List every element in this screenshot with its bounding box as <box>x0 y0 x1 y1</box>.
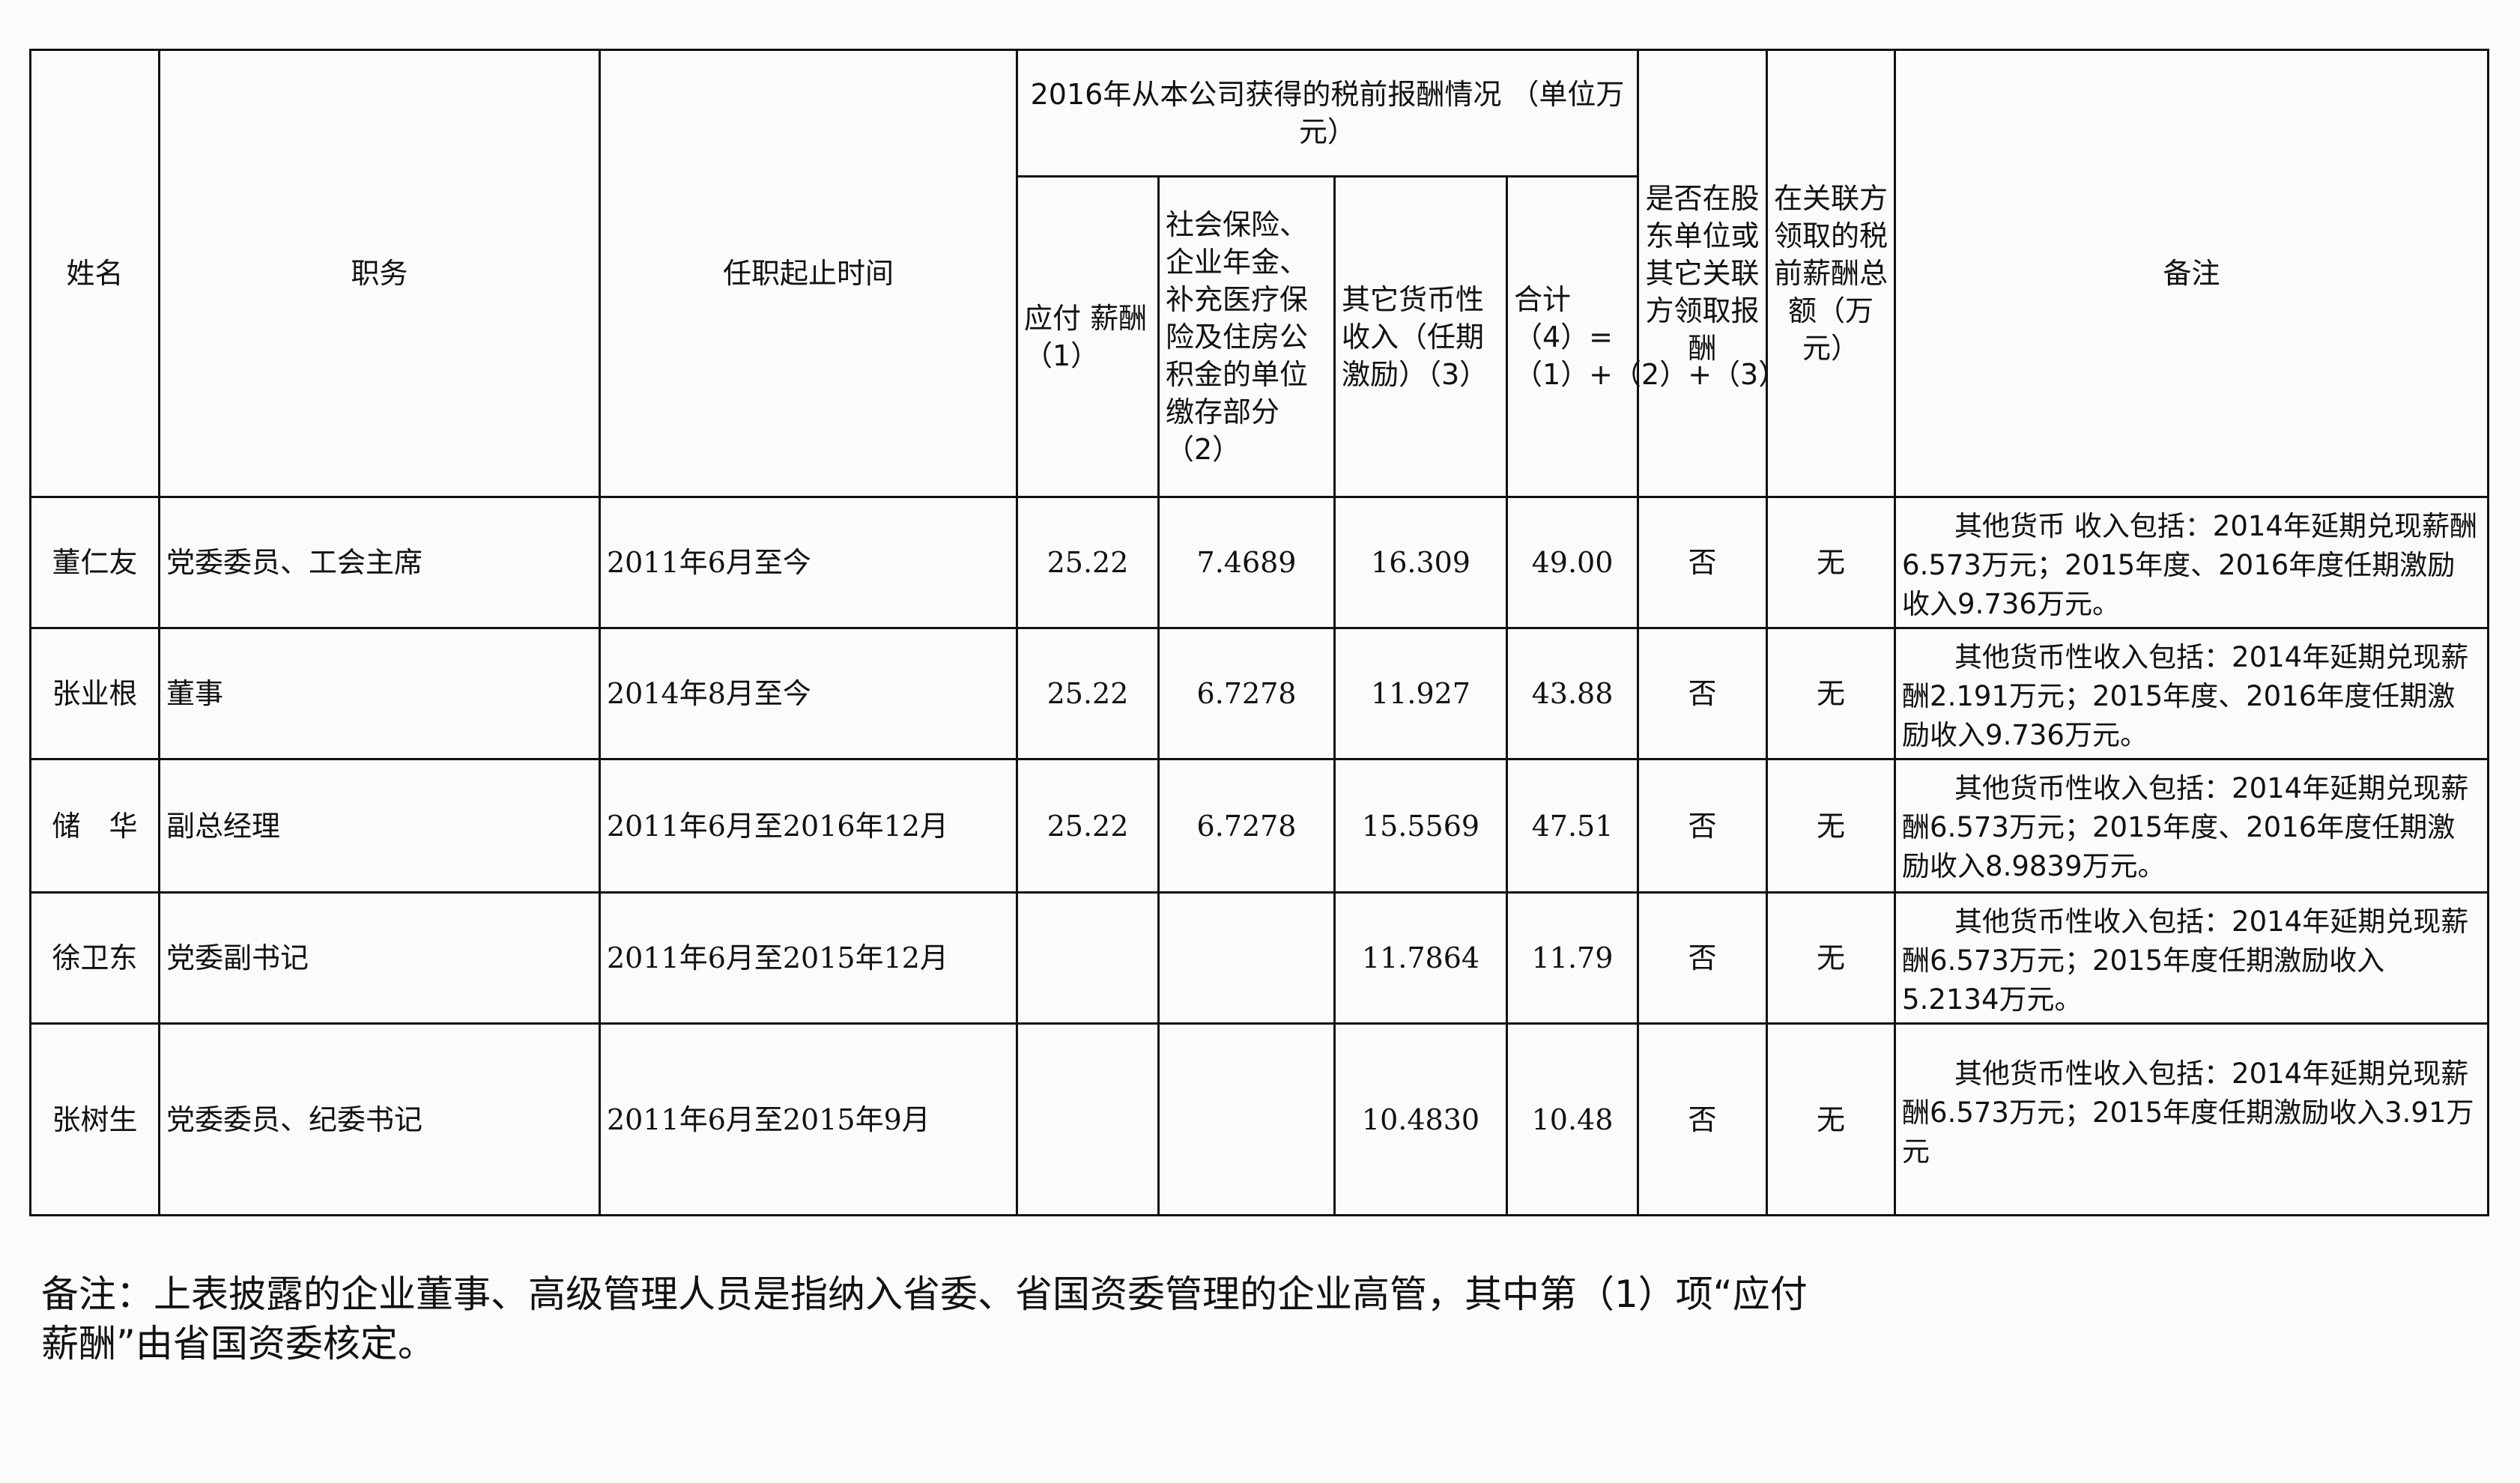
cell-payable: 25.22 <box>1016 496 1160 629</box>
table-row: 张树生 党委委员、纪委书记 2011年6月至2015年9月 10.4830 10.48 否… <box>29 1022 2490 1216</box>
table-row: 徐卫东 党委副书记 2011年6月至2015年12月 11.7864 11.79 否无其他… <box>29 891 2490 1025</box>
cell-name: 张业根 <box>29 627 160 760</box>
cell-total: 49.00 <box>1505 496 1640 629</box>
cell-position: 党委委员、纪委书记 <box>158 1022 601 1216</box>
cell-payable <box>1016 1022 1160 1216</box>
cell-other: 15.5569 <box>1333 758 1508 894</box>
cell-total: 11.79 <box>1505 891 1640 1025</box>
cell-shareholder: 否 <box>1637 758 1769 894</box>
table-row: 董仁友 党委委员、工会主席 2011年6月至今 25.22 7.4689 16.309 49… <box>29 496 2490 629</box>
remarks-text: 其他货币性收入包括：2014年延期兑现薪酬6.573万元；2015年度任期激励收… <box>1902 1058 2474 1168</box>
header-name: 姓名 <box>29 49 160 498</box>
cell-remarks: 其他货币性收入包括：2014年延期兑现薪酬6.573万元；2015年度任期激励收… <box>1894 1022 2490 1216</box>
header-remarks: 备注 <box>1894 49 2490 498</box>
cell-remarks: 其他货币 收入包括：2014年延期兑现薪酬6.573万元；2015年度、2016… <box>1894 496 2490 629</box>
cell-payable: 25.22 <box>1016 758 1160 894</box>
cell-term: 2011年6月至2015年12月 <box>599 891 1018 1025</box>
remarks-text: 其他货币性收入包括：2014年延期兑现薪酬2.191万元；2015年度、2016… <box>1902 641 2469 751</box>
cell-other: 11.7864 <box>1333 891 1508 1025</box>
cell-related: 无 <box>1766 627 1897 760</box>
cell-term: 2014年8月至今 <box>599 627 1018 760</box>
cell-name: 董仁友 <box>29 496 160 629</box>
cell-social <box>1157 1022 1336 1216</box>
cell-name: 徐卫东 <box>29 891 160 1025</box>
header-related: 在关联方领取的税前薪酬总额（万元） <box>1766 49 1897 498</box>
header-other: 其它货币性收入（任期激励）（3） <box>1333 175 1508 498</box>
table-row: 储 华副总经理 2011年6月至2016年12月 25.22 6.7278 15.556… <box>29 758 2490 894</box>
header-total: 合计（4）=（1）+（2）+（3） <box>1505 175 1787 498</box>
cell-position: 党委副书记 <box>158 891 601 1025</box>
cell-social: 6.7278 <box>1157 758 1336 894</box>
cell-total: 43.88 <box>1505 627 1640 760</box>
header-compensation-group: 2016年从本公司获得的税前报酬情况 （单位万元） <box>1015 49 1640 178</box>
cell-total: 10.48 <box>1505 1022 1640 1216</box>
cell-term: 2011年6月至今 <box>599 496 1018 629</box>
cell-position: 副总经理 <box>158 758 601 894</box>
header-payable: 应付 薪酬（1） <box>1016 175 1160 498</box>
cell-shareholder: 否 <box>1637 891 1769 1025</box>
cell-other: 10.4830 <box>1333 1022 1508 1216</box>
cell-total: 47.51 <box>1505 758 1640 894</box>
remarks-text: 其他货币 收入包括：2014年延期兑现薪酬6.573万元；2015年度、2016… <box>1902 510 2477 620</box>
cell-shareholder: 否 <box>1637 627 1769 760</box>
cell-social <box>1157 891 1336 1025</box>
cell-related: 无 <box>1766 1022 1897 1216</box>
cell-name: 张树生 <box>29 1022 160 1216</box>
table-row: 张业根 董事 2014年8月至今 25.22 6.7278 11.927 43.88 否无其他… <box>29 627 2490 760</box>
cell-remarks: 其他货币性收入包括：2014年延期兑现薪酬2.191万元；2015年度、2016… <box>1894 627 2490 760</box>
cell-payable <box>1016 891 1160 1025</box>
cell-payable: 25.22 <box>1016 627 1160 760</box>
cell-position: 董事 <box>158 627 601 760</box>
cell-remarks: 其他货币性收入包括：2014年延期兑现薪酬6.573万元；2015年度、2016… <box>1894 758 2490 894</box>
cell-related: 无 <box>1766 496 1897 629</box>
cell-shareholder: 否 <box>1637 496 1769 629</box>
cell-other: 11.927 <box>1333 627 1508 760</box>
cell-related: 无 <box>1766 758 1897 894</box>
cell-name: 储 华 <box>29 758 160 894</box>
compensation-table: 姓名 职务 任职起止时间 2016年从本公司获得的税前报酬情况 （单位万元） 是… <box>29 49 2490 1216</box>
header-shareholder: 是否在股东单位或其它关联方领取报酬 <box>1637 49 1769 498</box>
header-social: 社会保险、企业年金、补充医疗保险及住房公积金的单位缴存部分（2） <box>1157 175 1336 498</box>
cell-other: 16.309 <box>1333 496 1508 629</box>
cell-social: 7.4689 <box>1157 496 1336 629</box>
cell-social: 6.7278 <box>1157 627 1336 760</box>
remarks-text: 其他货币性收入包括：2014年延期兑现薪酬6.573万元；2015年度、2016… <box>1902 772 2469 882</box>
remarks-text: 其他货币性收入包括：2014年延期兑现薪酬6.573万元；2015年度任期激励收… <box>1902 906 2469 1016</box>
cell-remarks: 其他货币性收入包括：2014年延期兑现薪酬6.573万元；2015年度任期激励收… <box>1894 891 2490 1025</box>
footnote: 备注：上表披露的企业董事、高级管理人员是指纳入省委、省国资委管理的企业高管，其中… <box>41 1273 1808 1365</box>
header-position: 职务 <box>158 49 601 498</box>
cell-term: 2011年6月至2015年9月 <box>599 1022 1018 1216</box>
cell-term: 2011年6月至2016年12月 <box>599 758 1018 894</box>
cell-related: 无 <box>1766 891 1897 1025</box>
cell-shareholder: 否 <box>1637 1022 1769 1216</box>
header-term: 任职起止时间 <box>599 49 1018 498</box>
cell-position: 党委委员、工会主席 <box>158 496 601 629</box>
